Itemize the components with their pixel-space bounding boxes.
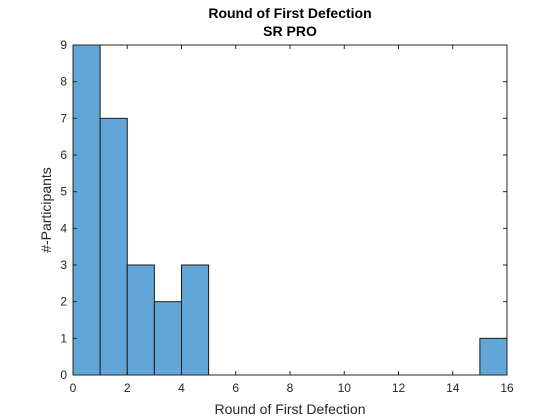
bars-group xyxy=(72,44,508,376)
x-tick-label: 0 xyxy=(70,381,77,395)
y-tick-label: 3 xyxy=(60,258,67,272)
y-tick-label: 7 xyxy=(60,111,67,125)
y-tick-label: 0 xyxy=(60,368,67,382)
histogram-bar xyxy=(99,117,128,376)
x-tick-label: 12 xyxy=(392,381,406,395)
x-tick-label: 16 xyxy=(500,381,514,395)
x-tick-labels: 0 2 4 6 8 10 12 14 16 xyxy=(70,381,514,395)
x-tick-label: 6 xyxy=(232,381,239,395)
chart-title: Round of First Defection xyxy=(208,5,371,21)
y-axis-label: #-Participants xyxy=(38,167,54,253)
histogram-bar xyxy=(126,264,155,376)
ticks-group xyxy=(72,44,508,376)
chart-subtitle: SR PRO xyxy=(263,23,317,39)
x-axis-label: Round of First Defection xyxy=(215,401,366,417)
y-tick-label: 2 xyxy=(60,295,67,309)
y-tick-labels: 0 1 2 3 4 5 6 7 8 9 xyxy=(60,38,67,382)
histogram-bar xyxy=(479,337,508,376)
y-tick-label: 9 xyxy=(60,38,67,52)
y-tick-label: 6 xyxy=(60,148,67,162)
histogram-bar xyxy=(153,301,182,376)
histogram-bar xyxy=(72,44,101,376)
y-tick-label: 5 xyxy=(60,185,67,199)
x-tick-label: 10 xyxy=(338,381,352,395)
y-tick-label: 1 xyxy=(60,331,67,345)
x-tick-label: 8 xyxy=(287,381,294,395)
x-tick-label: 4 xyxy=(178,381,185,395)
x-tick-label: 2 xyxy=(124,381,131,395)
histogram-bar xyxy=(181,264,210,376)
y-tick-label: 8 xyxy=(60,75,67,89)
y-tick-label: 4 xyxy=(60,221,67,235)
x-tick-label: 14 xyxy=(446,381,460,395)
